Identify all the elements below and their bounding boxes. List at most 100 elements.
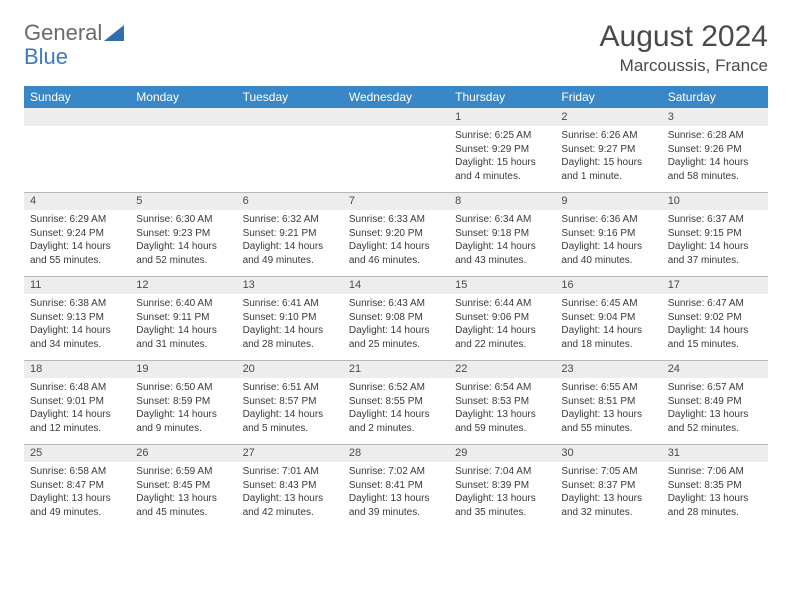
day-number-cell: 21 [343,360,449,378]
sunset-line: Sunset: 8:55 PM [349,395,443,409]
daylight-line: Daylight: 14 hours and 25 minutes. [349,324,443,351]
day-number-cell: 16 [555,276,661,294]
day-number-cell: 12 [130,276,236,294]
daylight-line: Daylight: 13 hours and 35 minutes. [455,492,549,519]
day-number-cell: 20 [237,360,343,378]
daylight-line: Daylight: 14 hours and 37 minutes. [668,240,762,267]
sunrise-line: Sunrise: 6:45 AM [561,297,655,311]
sunrise-line: Sunrise: 6:47 AM [668,297,762,311]
day-content-cell: Sunrise: 6:41 AMSunset: 9:10 PMDaylight:… [237,294,343,360]
day-number-cell: 3 [662,108,768,126]
sunrise-line: Sunrise: 6:52 AM [349,381,443,395]
sunrise-line: Sunrise: 6:36 AM [561,213,655,227]
sunrise-line: Sunrise: 6:40 AM [136,297,230,311]
day-header: Tuesday [237,86,343,108]
sunrise-line: Sunrise: 7:04 AM [455,465,549,479]
sunrise-line: Sunrise: 6:44 AM [455,297,549,311]
day-number-cell: 22 [449,360,555,378]
sunrise-line: Sunrise: 6:54 AM [455,381,549,395]
sunset-line: Sunset: 8:53 PM [455,395,549,409]
day-number-cell [130,108,236,126]
day-content-cell: Sunrise: 6:33 AMSunset: 9:20 PMDaylight:… [343,210,449,276]
day-number-cell: 19 [130,360,236,378]
daylight-line: Daylight: 14 hours and 2 minutes. [349,408,443,435]
daylight-line: Daylight: 14 hours and 5 minutes. [243,408,337,435]
sunset-line: Sunset: 8:49 PM [668,395,762,409]
day-content-cell: Sunrise: 6:44 AMSunset: 9:06 PMDaylight:… [449,294,555,360]
sunset-line: Sunset: 9:11 PM [136,311,230,325]
day-header-row: SundayMondayTuesdayWednesdayThursdayFrid… [24,86,768,108]
day-content-cell: Sunrise: 6:45 AMSunset: 9:04 PMDaylight:… [555,294,661,360]
day-content-row: Sunrise: 6:38 AMSunset: 9:13 PMDaylight:… [24,294,768,360]
day-header: Wednesday [343,86,449,108]
sunset-line: Sunset: 8:59 PM [136,395,230,409]
day-content-cell: Sunrise: 6:38 AMSunset: 9:13 PMDaylight:… [24,294,130,360]
day-number-cell: 6 [237,192,343,210]
sunrise-line: Sunrise: 7:02 AM [349,465,443,479]
sunrise-line: Sunrise: 6:57 AM [668,381,762,395]
day-number-cell: 27 [237,444,343,462]
day-content-cell: Sunrise: 7:05 AMSunset: 8:37 PMDaylight:… [555,462,661,528]
daylight-line: Daylight: 14 hours and 34 minutes. [30,324,124,351]
logo: General [24,20,124,46]
day-number-cell [237,108,343,126]
day-number-cell: 26 [130,444,236,462]
sunrise-line: Sunrise: 6:41 AM [243,297,337,311]
day-number-cell: 31 [662,444,768,462]
day-content-cell: Sunrise: 6:47 AMSunset: 9:02 PMDaylight:… [662,294,768,360]
daylight-line: Daylight: 14 hours and 22 minutes. [455,324,549,351]
daylight-line: Daylight: 14 hours and 58 minutes. [668,156,762,183]
sunset-line: Sunset: 9:06 PM [455,311,549,325]
sunrise-line: Sunrise: 6:48 AM [30,381,124,395]
sunrise-line: Sunrise: 6:32 AM [243,213,337,227]
daylight-line: Daylight: 15 hours and 1 minute. [561,156,655,183]
daylight-line: Daylight: 14 hours and 18 minutes. [561,324,655,351]
day-content-cell: Sunrise: 6:25 AMSunset: 9:29 PMDaylight:… [449,126,555,192]
day-number-cell [343,108,449,126]
daylight-line: Daylight: 13 hours and 32 minutes. [561,492,655,519]
sunrise-line: Sunrise: 6:37 AM [668,213,762,227]
day-content-cell: Sunrise: 6:51 AMSunset: 8:57 PMDaylight:… [237,378,343,444]
sunrise-line: Sunrise: 6:33 AM [349,213,443,227]
day-content-cell: Sunrise: 6:55 AMSunset: 8:51 PMDaylight:… [555,378,661,444]
daylight-line: Daylight: 15 hours and 4 minutes. [455,156,549,183]
location: Marcoussis, France [600,56,768,76]
day-content-cell: Sunrise: 6:52 AMSunset: 8:55 PMDaylight:… [343,378,449,444]
day-number-cell: 9 [555,192,661,210]
header: General August 2024 Marcoussis, France [24,20,768,76]
day-content-row: Sunrise: 6:48 AMSunset: 9:01 PMDaylight:… [24,378,768,444]
sunset-line: Sunset: 9:21 PM [243,227,337,241]
calendar-table: SundayMondayTuesdayWednesdayThursdayFrid… [24,86,768,528]
day-number-cell: 7 [343,192,449,210]
day-content-cell: Sunrise: 6:48 AMSunset: 9:01 PMDaylight:… [24,378,130,444]
sunset-line: Sunset: 9:16 PM [561,227,655,241]
day-content-cell: Sunrise: 6:37 AMSunset: 9:15 PMDaylight:… [662,210,768,276]
sunrise-line: Sunrise: 6:43 AM [349,297,443,311]
day-header: Saturday [662,86,768,108]
daylight-line: Daylight: 14 hours and 31 minutes. [136,324,230,351]
daylight-line: Daylight: 14 hours and 52 minutes. [136,240,230,267]
day-content-cell: Sunrise: 6:29 AMSunset: 9:24 PMDaylight:… [24,210,130,276]
daylight-line: Daylight: 13 hours and 45 minutes. [136,492,230,519]
daylight-line: Daylight: 14 hours and 28 minutes. [243,324,337,351]
day-content-cell: Sunrise: 6:32 AMSunset: 9:21 PMDaylight:… [237,210,343,276]
day-number-cell: 11 [24,276,130,294]
day-number-cell: 5 [130,192,236,210]
day-number-cell: 30 [555,444,661,462]
sunset-line: Sunset: 9:15 PM [668,227,762,241]
logo-text-blue: Blue [24,44,68,69]
day-number-row: 18192021222324 [24,360,768,378]
day-number-cell: 14 [343,276,449,294]
day-number-cell: 23 [555,360,661,378]
daylight-line: Daylight: 13 hours and 59 minutes. [455,408,549,435]
daylight-line: Daylight: 13 hours and 42 minutes. [243,492,337,519]
sunrise-line: Sunrise: 6:59 AM [136,465,230,479]
day-number-cell: 17 [662,276,768,294]
day-content-cell: Sunrise: 6:57 AMSunset: 8:49 PMDaylight:… [662,378,768,444]
daylight-line: Daylight: 13 hours and 55 minutes. [561,408,655,435]
sunset-line: Sunset: 8:51 PM [561,395,655,409]
day-number-cell: 18 [24,360,130,378]
daylight-line: Daylight: 14 hours and 40 minutes. [561,240,655,267]
logo-blue-line: Blue [24,44,68,70]
day-content-cell: Sunrise: 7:06 AMSunset: 8:35 PMDaylight:… [662,462,768,528]
